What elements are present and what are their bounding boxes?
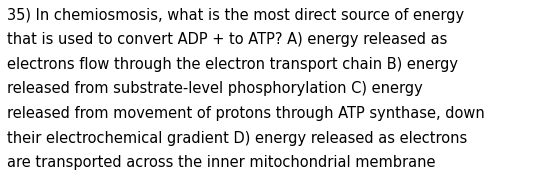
- Text: their electrochemical gradient D) energy released as electrons: their electrochemical gradient D) energy…: [7, 131, 468, 146]
- Text: 35) In chemiosmosis, what is the most direct source of energy: 35) In chemiosmosis, what is the most di…: [7, 8, 464, 23]
- Text: are transported across the inner mitochondrial membrane: are transported across the inner mitocho…: [7, 155, 436, 170]
- Text: electrons flow through the electron transport chain B) energy: electrons flow through the electron tran…: [7, 57, 458, 72]
- Text: that is used to convert ADP + to ATP? A) energy released as: that is used to convert ADP + to ATP? A)…: [7, 32, 448, 47]
- Text: released from movement of protons through ATP synthase, down: released from movement of protons throug…: [7, 106, 485, 121]
- Text: released from substrate-level phosphorylation C) energy: released from substrate-level phosphoryl…: [7, 81, 423, 96]
